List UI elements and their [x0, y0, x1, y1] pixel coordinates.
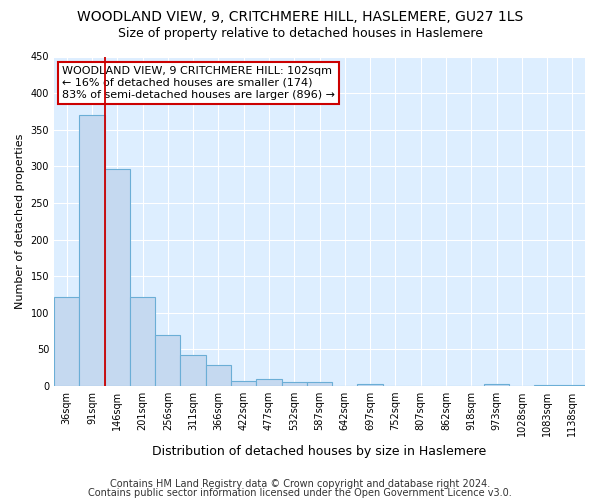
- Bar: [231, 381, 256, 386]
- Bar: [560, 385, 585, 386]
- Bar: [535, 385, 560, 386]
- Text: WOODLAND VIEW, 9, CRITCHMERE HILL, HASLEMERE, GU27 1LS: WOODLAND VIEW, 9, CRITCHMERE HILL, HASLE…: [77, 10, 523, 24]
- X-axis label: Distribution of detached houses by size in Haslemere: Distribution of detached houses by size …: [152, 444, 487, 458]
- Bar: [281, 382, 307, 386]
- Bar: [130, 296, 155, 386]
- Bar: [155, 334, 181, 386]
- Y-axis label: Number of detached properties: Number of detached properties: [15, 134, 25, 309]
- Text: Size of property relative to detached houses in Haslemere: Size of property relative to detached ho…: [118, 28, 482, 40]
- Bar: [358, 384, 383, 386]
- Bar: [54, 296, 79, 386]
- Bar: [104, 168, 130, 386]
- Bar: [206, 364, 231, 386]
- Text: Contains HM Land Registry data © Crown copyright and database right 2024.: Contains HM Land Registry data © Crown c…: [110, 479, 490, 489]
- Bar: [79, 115, 104, 386]
- Text: Contains public sector information licensed under the Open Government Licence v3: Contains public sector information licen…: [88, 488, 512, 498]
- Bar: [256, 378, 281, 386]
- Bar: [484, 384, 509, 386]
- Bar: [307, 382, 332, 386]
- Text: WOODLAND VIEW, 9 CRITCHMERE HILL: 102sqm
← 16% of detached houses are smaller (1: WOODLAND VIEW, 9 CRITCHMERE HILL: 102sqm…: [62, 66, 335, 100]
- Bar: [181, 355, 206, 386]
